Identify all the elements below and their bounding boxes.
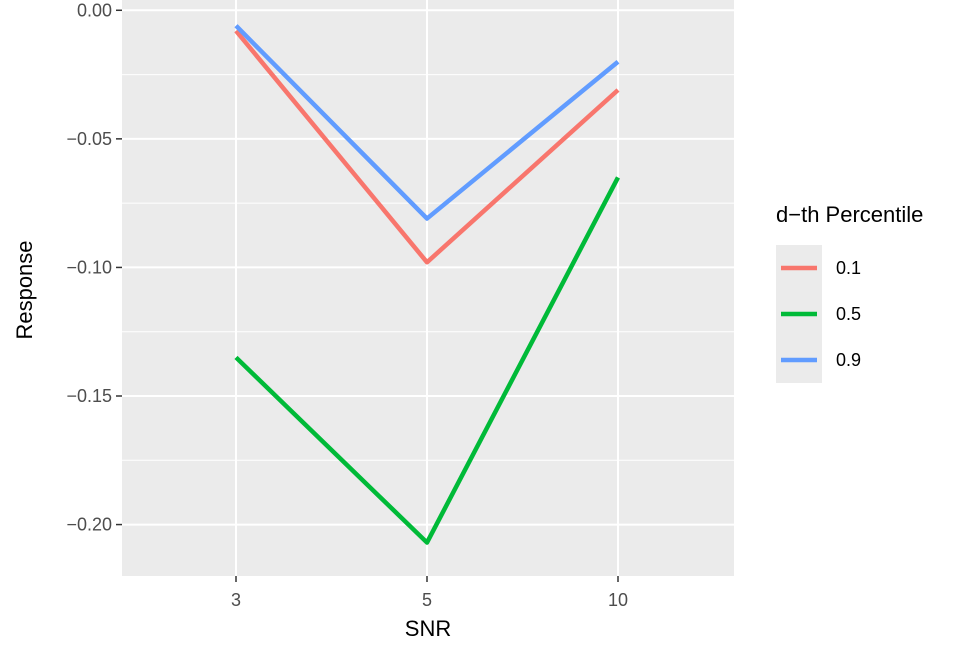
x-axis: 3 5 10 (231, 576, 628, 610)
x-tick-label: 10 (608, 590, 628, 610)
x-tick-label: 5 (422, 590, 432, 610)
y-tick-label: 0.00 (77, 0, 112, 20)
y-axis-title: Response (12, 240, 37, 339)
x-tick-label: 3 (231, 590, 241, 610)
series-lines (234, 24, 620, 545)
series-line-0-1 (234, 29, 620, 265)
legend-title: d−th Percentile (776, 202, 923, 227)
x-axis-title: SNR (405, 616, 451, 641)
series-line-0-5 (234, 176, 620, 545)
y-tick-label: −0.15 (66, 386, 112, 406)
y-axis: 0.00 −0.05 −0.10 −0.15 −0.20 (66, 0, 122, 535)
legend: d−th Percentile 0.1 0.5 0.9 (776, 202, 923, 383)
series-line-0-9 (234, 24, 620, 221)
y-tick-label: −0.10 (66, 257, 112, 277)
legend-label: 0.9 (836, 350, 861, 370)
y-tick-label: −0.05 (66, 129, 112, 149)
legend-label: 0.5 (836, 304, 861, 324)
y-tick-label: −0.20 (66, 515, 112, 535)
legend-label: 0.1 (836, 258, 861, 278)
legend-items: 0.1 0.5 0.9 (776, 245, 861, 383)
major-gridlines (122, 0, 734, 576)
